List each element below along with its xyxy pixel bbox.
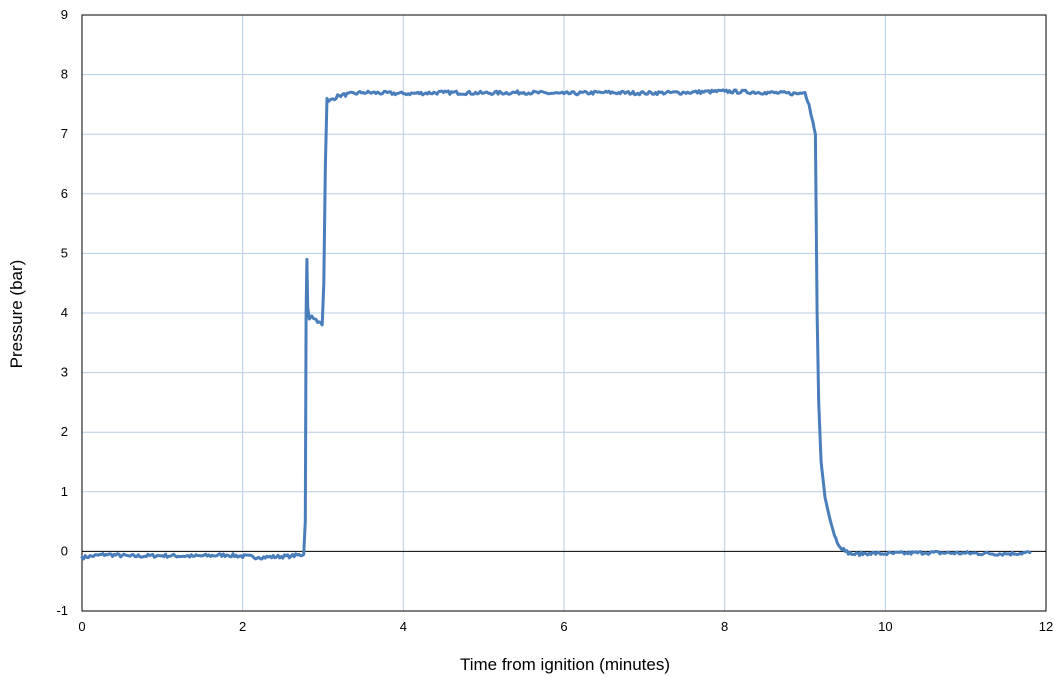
y-tick-label: -1 <box>56 603 68 618</box>
grid-lines <box>82 15 1046 611</box>
series-line-pressure <box>80 88 1032 561</box>
y-tick-label: 9 <box>61 7 68 22</box>
x-axis-label: Time from ignition (minutes) <box>460 655 670 674</box>
y-tick-label: 2 <box>61 424 68 439</box>
y-tick-label: 4 <box>61 305 68 320</box>
y-tick-label: 5 <box>61 245 68 260</box>
y-tick-labels: -1 0 1 2 3 4 5 6 7 8 9 <box>56 7 68 618</box>
y-tick-label: 1 <box>61 484 68 499</box>
y-tick-label: 8 <box>61 67 68 82</box>
x-tick-label: 10 <box>878 619 892 634</box>
x-tick-label: 8 <box>721 619 728 634</box>
x-tick-label: 0 <box>78 619 85 634</box>
y-axis-label: Pressure (bar) <box>7 260 26 369</box>
plot-frame <box>81 14 1047 612</box>
y-tick-label: 3 <box>61 365 68 380</box>
x-tick-label: 12 <box>1039 619 1053 634</box>
y-tick-label: 0 <box>61 543 68 558</box>
y-tick-label: 7 <box>61 126 68 141</box>
x-tick-labels: 0 2 4 6 8 10 12 <box>78 619 1053 634</box>
x-tick-label: 6 <box>560 619 567 634</box>
x-tick-label: 2 <box>239 619 246 634</box>
x-tick-label: 4 <box>400 619 407 634</box>
y-tick-label: 6 <box>61 186 68 201</box>
